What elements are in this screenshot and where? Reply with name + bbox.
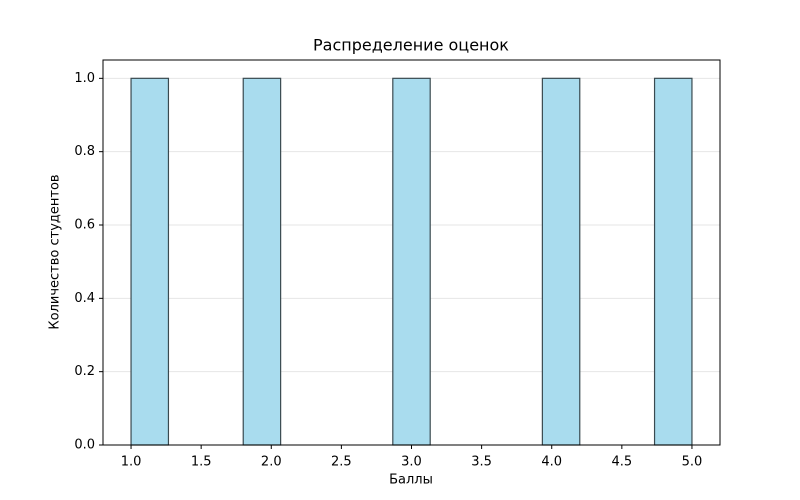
x-tick-label: 3.5 — [471, 455, 492, 470]
x-tick-label: 2.0 — [261, 455, 282, 470]
x-tick-label: 3.0 — [401, 455, 422, 470]
bar — [392, 77, 431, 446]
y-axis-label: Количество студентов — [48, 174, 63, 329]
x-tick-label: 4.5 — [611, 455, 632, 470]
x-tick-label: 1.0 — [121, 455, 142, 470]
y-tick-label: 0.8 — [74, 144, 95, 159]
y-tick-label: 0.2 — [74, 364, 95, 379]
chart-title: Распределение оценок — [313, 36, 509, 55]
y-tick-label: 1.0 — [74, 71, 95, 86]
y-tick-label: 0.0 — [74, 438, 95, 453]
y-tick-label: 0.6 — [74, 218, 95, 233]
bar — [541, 77, 581, 446]
plot-frame — [102, 59, 721, 446]
x-tick-label: 2.5 — [331, 455, 352, 470]
bar — [130, 77, 170, 446]
x-tick-label: 1.5 — [191, 455, 212, 470]
x-axis-label: Баллы — [389, 473, 433, 488]
bar — [242, 77, 282, 446]
x-tick-label: 4.0 — [541, 455, 562, 470]
x-tick-label: 5.0 — [682, 455, 703, 470]
y-tick-label: 0.4 — [74, 291, 95, 306]
bar — [653, 77, 693, 446]
